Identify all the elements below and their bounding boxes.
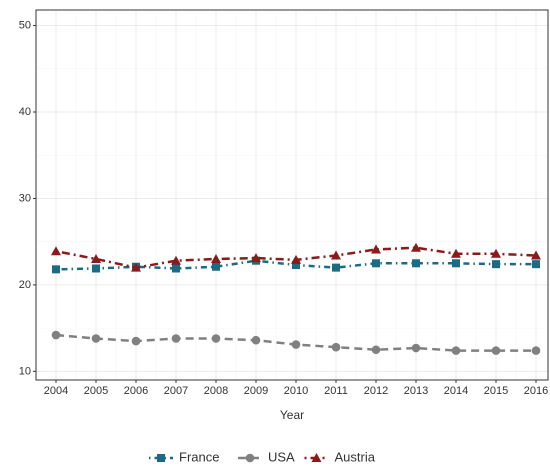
marker: [371, 244, 381, 254]
marker: [211, 334, 221, 343]
marker: [211, 253, 221, 263]
marker: [172, 264, 180, 273]
x-tick-label: 2005: [84, 385, 108, 397]
marker: [291, 340, 301, 349]
x-tick-label: 2014: [444, 385, 468, 397]
marker: [412, 259, 420, 268]
x-axis-label: Year: [280, 408, 304, 422]
y-tick-label: 40: [19, 106, 31, 118]
x-tick-label: 2008: [204, 385, 228, 397]
x-tick-label: 2009: [244, 385, 268, 397]
legend: France USA Austria: [149, 449, 376, 464]
legend-label: USA: [268, 449, 295, 464]
y-tick-label: 30: [19, 192, 31, 204]
marker: [532, 260, 540, 269]
marker: [171, 334, 181, 343]
x-tick-label: 2012: [364, 385, 388, 397]
marker: [292, 261, 300, 270]
marker: [411, 343, 421, 353]
x-tick-label: 2006: [124, 385, 148, 397]
marker: [311, 453, 322, 462]
marker: [332, 263, 340, 272]
x-tick-label: 2016: [524, 385, 548, 397]
marker: [92, 264, 100, 273]
marker: [492, 260, 500, 269]
x-tick-label: 2004: [44, 385, 68, 397]
marker: [212, 262, 220, 271]
y-tick-label: 10: [19, 365, 31, 377]
marker: [251, 335, 261, 345]
marker: [131, 336, 141, 346]
marker: [51, 330, 61, 340]
legend-label: Austria: [335, 449, 376, 464]
marker: [411, 242, 421, 252]
legend-label: France: [179, 449, 219, 464]
x-tick-label: 2010: [284, 385, 308, 397]
marker: [91, 253, 101, 263]
marker: [491, 248, 501, 258]
marker: [91, 334, 101, 343]
marker: [291, 254, 301, 264]
marker: [171, 255, 181, 265]
marker: [452, 259, 460, 268]
panel-border: [35, 9, 549, 381]
marker: [531, 346, 541, 355]
marker: [331, 342, 341, 352]
marker: [131, 262, 141, 272]
marker: [52, 265, 60, 274]
marker: [372, 259, 380, 268]
marker: [371, 345, 381, 355]
x-tick-label: 2015: [484, 385, 508, 397]
marker: [451, 346, 461, 355]
x-tick-label: 2011: [324, 385, 348, 397]
marker: [331, 250, 341, 260]
marker: [245, 453, 255, 463]
marker: [451, 248, 461, 258]
marker: [251, 253, 261, 263]
x-tick-label: 2007: [164, 385, 188, 397]
marker: [531, 250, 541, 260]
y-tick-label: 20: [19, 279, 31, 291]
marker: [51, 246, 61, 256]
marker: [157, 454, 165, 462]
marker: [491, 346, 501, 355]
x-tick-label: 2013: [404, 385, 428, 397]
y-tick-label: 50: [19, 19, 31, 31]
